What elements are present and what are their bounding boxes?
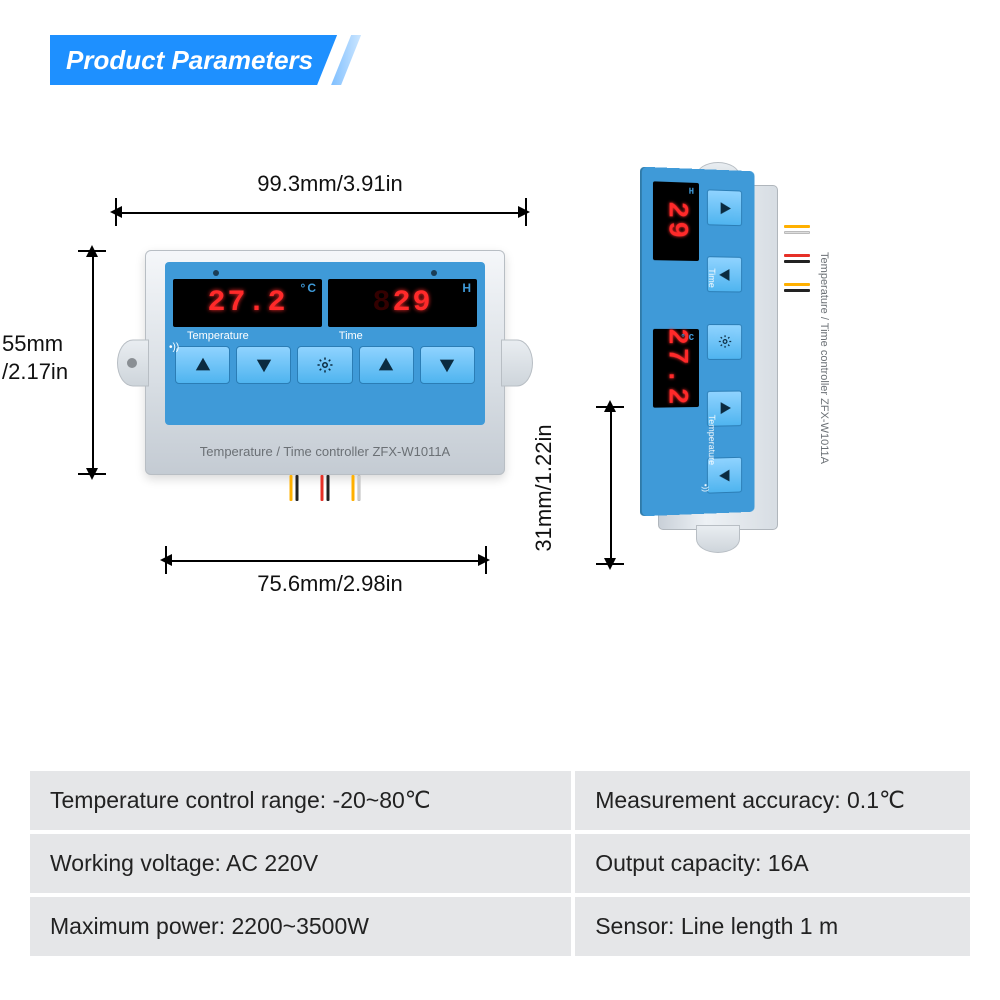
dim-cap: [165, 546, 167, 574]
spec-cell: Measurement accuracy: 0.1℃: [575, 771, 970, 830]
spec-cell: Sensor: Line length 1 m: [575, 897, 970, 956]
dim-cap: [525, 198, 527, 226]
dim-cap: [78, 250, 106, 252]
time-down-button[interactable]: [420, 346, 475, 384]
wires: [290, 475, 361, 501]
side-time-display: 29 H: [653, 181, 699, 261]
spec-cell: Working voltage: AC 220V: [30, 834, 575, 893]
spec-cell: Temperature control range: -20~80℃: [30, 771, 575, 830]
dim-innerwidth-label: 75.6mm/2.98in: [235, 570, 425, 598]
time-value: 29: [393, 286, 433, 320]
side-settings-button[interactable]: [707, 324, 742, 360]
spec-row: Maximum power: 2200~3500W Sensor: Line l…: [30, 897, 970, 956]
time-unit: H: [462, 281, 473, 295]
temp-value: 27.2: [207, 286, 287, 320]
side-wires: [784, 225, 810, 292]
dim-height-line: [92, 255, 94, 470]
device-front: 27.2 °C 829 H •)) Temperature Time: [145, 250, 505, 475]
mount-hole: [127, 358, 137, 368]
sublabels: Temperature Time: [173, 328, 477, 346]
sound-icon: •)): [701, 483, 710, 491]
spec-row: Temperature control range: -20~80℃ Measu…: [30, 771, 970, 830]
sound-icon: •)): [169, 342, 179, 353]
side-temp-display: 27.2 °C: [653, 329, 699, 408]
dim-cap: [596, 406, 624, 408]
dim-cap: [596, 563, 624, 565]
dim-height-mm: 55mm: [2, 331, 63, 356]
temp-display: 27.2 °C: [173, 279, 322, 327]
device-side: 29 H Time 27.2 °C Temperature •)): [640, 155, 800, 560]
status-led: [431, 270, 437, 276]
spec-cell: Output capacity: 16A: [575, 834, 970, 893]
arrow-icon: [478, 554, 490, 566]
status-led: [213, 270, 219, 276]
dim-depth-line: [610, 410, 612, 560]
dim-width-label: 99.3mm/3.91in: [235, 170, 425, 198]
time-up-button[interactable]: [359, 346, 414, 384]
dim-height-in: /2.17in: [2, 359, 68, 384]
title-trail: [331, 35, 361, 85]
temp-up-button[interactable]: [175, 346, 230, 384]
spec-row: Working voltage: AC 220V Output capacity…: [30, 834, 970, 893]
label-time: Time: [339, 330, 363, 342]
dim-width-line: [120, 212, 520, 214]
dim-cap: [78, 473, 106, 475]
button-row: [173, 346, 477, 384]
dim-height-label: 55mm /2.17in: [2, 330, 68, 385]
side-temp-unit: °C: [680, 333, 697, 343]
side-label-time: Time: [707, 268, 717, 288]
time-display: 829 H: [328, 279, 477, 327]
side-down-button[interactable]: [707, 189, 742, 226]
dim-innerwidth-line: [170, 560, 480, 562]
temp-unit: °C: [301, 281, 318, 295]
arrow-icon: [518, 206, 530, 218]
device-face: 27.2 °C 829 H •)) Temperature Time: [165, 262, 485, 425]
indicator-row: [173, 268, 477, 278]
title-banner: Product Parameters: [50, 35, 361, 85]
mount-hole: [513, 358, 523, 368]
temp-down-button[interactable]: [236, 346, 291, 384]
spec-cell: Maximum power: 2200~3500W: [30, 897, 575, 956]
title-text: Product Parameters: [50, 35, 337, 85]
led-displays: 27.2 °C 829 H: [173, 278, 477, 328]
side-label-temp: Temperature: [707, 415, 717, 466]
device-footer: Temperature / Time controller ZFX-W1011A: [145, 444, 505, 459]
spec-table: Temperature control range: -20~80℃ Measu…: [30, 771, 970, 960]
side-face: 29 H Time 27.2 °C Temperature •)): [640, 167, 755, 517]
side-time-unit: H: [689, 187, 697, 197]
diagram-area: 99.3mm/3.91in 55mm /2.17in 75.6mm/2.98in…: [0, 170, 1000, 670]
label-temperature: Temperature: [187, 330, 249, 342]
side-footer: Temperature / Time controller ZFX-W1011A: [818, 252, 830, 464]
dim-cap: [115, 198, 117, 226]
settings-button[interactable]: [297, 346, 352, 384]
side-time-value: 29: [661, 201, 692, 242]
dim-cap: [485, 546, 487, 574]
dim-depth-label: 31mm/1.22in: [530, 388, 558, 588]
